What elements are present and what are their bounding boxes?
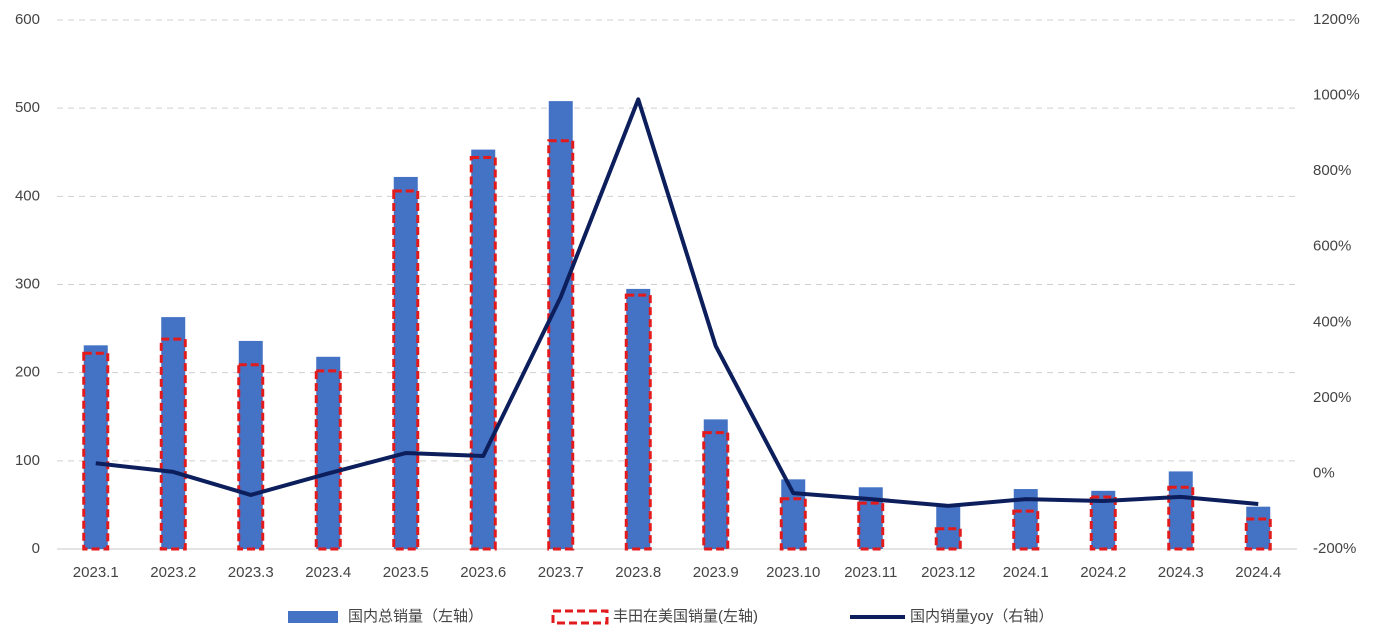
x-tick-label: 2024.2 (1080, 564, 1126, 581)
x-tick-label: 2024.1 (1003, 564, 1049, 581)
bar (626, 288, 651, 549)
y-tick-label: 0 (32, 540, 40, 557)
bar (83, 345, 108, 549)
dashed-bar (159, 337, 187, 551)
dashed-bar (469, 156, 497, 551)
y-tick-label: 100 (15, 452, 40, 469)
y-tick-label: 300 (15, 275, 40, 292)
bar (393, 176, 418, 550)
x-tick-label: 2023.10 (766, 564, 820, 581)
bar (238, 340, 263, 549)
y-tick-label: 400 (15, 187, 40, 204)
legend-label: 丰田在美国销量(左轴) (613, 608, 758, 625)
x-tick-label: 2023.6 (460, 564, 506, 581)
x-tick-label: 2023.2 (150, 564, 196, 581)
y2-tick-label: 200% (1313, 389, 1351, 406)
y2-tick-label: 1000% (1313, 87, 1360, 104)
dashed-bar (779, 497, 807, 551)
bar (703, 419, 728, 549)
y2-tick-label: -200% (1313, 540, 1356, 557)
bar (161, 317, 186, 549)
x-tick-label: 2023.7 (538, 564, 584, 581)
y2-tick-label: 400% (1313, 313, 1351, 330)
legend-swatch (551, 609, 609, 625)
bar (1168, 471, 1193, 549)
bar (471, 149, 496, 550)
legend-label: 国内总销量（左轴） (348, 608, 483, 625)
x-tick-label: 2023.5 (383, 564, 429, 581)
legend-label: 国内销量yoy（右轴） (910, 608, 1053, 625)
dashed-bar (82, 351, 110, 551)
x-tick-label: 2023.12 (921, 564, 975, 581)
dashed-bar (624, 293, 652, 551)
bar (1246, 506, 1271, 549)
dashed-bar (1244, 517, 1272, 551)
y2-tick-label: 0% (1313, 464, 1335, 481)
dashed-bar (547, 139, 575, 551)
bar (548, 101, 573, 549)
x-tick-label: 2024.4 (1235, 564, 1281, 581)
y-tick-label: 500 (15, 99, 40, 116)
y-tick-label: 600 (15, 11, 40, 28)
x-tick-label: 2023.3 (228, 564, 274, 581)
bar (316, 356, 341, 549)
x-tick-label: 2023.11 (844, 564, 897, 581)
y2-tick-label: 1200% (1313, 11, 1360, 28)
dashed-bar (702, 431, 730, 551)
x-tick-label: 2023.8 (615, 564, 661, 581)
dashed-bar (857, 501, 885, 551)
x-tick-label: 2023.4 (305, 564, 351, 581)
dashed-bar (934, 527, 962, 551)
line (95, 97, 1259, 508)
dashed-bar (314, 369, 342, 551)
dashed-bar (237, 363, 265, 551)
dashed-bar (1012, 509, 1040, 551)
dashed-bar (1167, 485, 1195, 551)
dashed-bar (392, 189, 420, 551)
y2-tick-label: 800% (1313, 162, 1351, 179)
y-tick-label: 200 (15, 364, 40, 381)
legend-swatch (288, 611, 338, 623)
dashed-bar (1089, 495, 1117, 551)
x-tick-label: 2023.9 (693, 564, 739, 581)
x-tick-label: 2023.1 (73, 564, 119, 581)
y2-tick-label: 600% (1313, 238, 1351, 255)
x-tick-label: 2024.3 (1158, 564, 1204, 581)
